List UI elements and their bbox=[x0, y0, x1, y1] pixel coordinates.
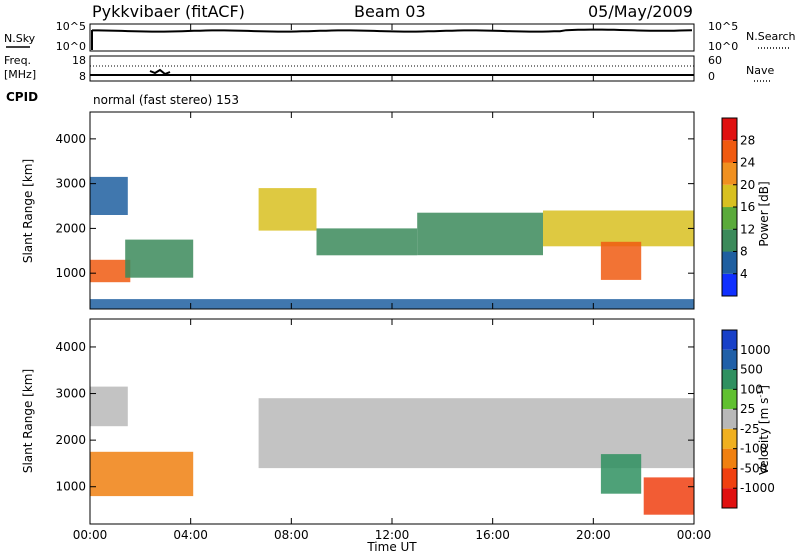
freq-label: Freq. bbox=[4, 54, 31, 67]
velocity-ytick-label-2: 3000 bbox=[55, 387, 86, 401]
velocity-colorbar-swatch-6 bbox=[722, 448, 737, 469]
noise-sky-label: N.Sky bbox=[4, 32, 36, 45]
velocity-region-4 bbox=[643, 477, 694, 515]
power-colorbar-label-3: 16 bbox=[740, 200, 755, 214]
velocity-region-1 bbox=[90, 451, 194, 497]
nave-label: Nave bbox=[746, 64, 774, 77]
power-region-6 bbox=[543, 210, 694, 247]
x-axis-label: Time UT bbox=[366, 540, 417, 554]
freq-excursion bbox=[149, 68, 171, 76]
freq-tick-right-bottom: 0 bbox=[708, 70, 715, 83]
power-colorbar-swatch-1 bbox=[722, 251, 737, 274]
velocity-region-0 bbox=[90, 386, 128, 427]
power-colorbar-label: Power [dB] bbox=[757, 181, 771, 246]
freq-tick-left-bottom: 8 bbox=[79, 70, 86, 83]
xtick-label-6: 00:00 bbox=[677, 528, 712, 542]
power-ytick-label-1: 2000 bbox=[55, 221, 86, 235]
power-y-ticks: 1000 2000 3000 4000 bbox=[55, 132, 694, 280]
noise-tick-left-bottom: 10^0 bbox=[56, 40, 86, 53]
velocity-colorbar-swatch-2 bbox=[722, 369, 737, 390]
date-title: 05/May/2009 bbox=[588, 2, 693, 21]
velocity-colorbar-label-6: -500 bbox=[740, 461, 767, 475]
velocity-colorbar-frame bbox=[721, 329, 738, 509]
freq-unit: [MHz] bbox=[4, 68, 36, 81]
velocity-heatmap bbox=[90, 386, 694, 515]
power-colorbar-swatch-6 bbox=[722, 140, 737, 163]
freq-tick-right-top: 60 bbox=[708, 54, 722, 67]
velocity-colorbar-swatch-1 bbox=[722, 349, 737, 370]
power-region-1 bbox=[90, 259, 131, 283]
velocity-colorbar-label-3: 25 bbox=[740, 402, 755, 416]
power-colorbar-swatch-2 bbox=[722, 229, 737, 252]
velocity-colorbar-swatch-8 bbox=[722, 488, 737, 508]
power-colorbar-label-6: 28 bbox=[740, 133, 755, 147]
velocity-colorbar-swatch-7 bbox=[722, 468, 737, 489]
velocity-colorbar-label-0: 1000 bbox=[740, 343, 771, 357]
velocity-colorbar-label-main: Velocity [m s bbox=[757, 398, 771, 475]
xtick-label-4: 16:00 bbox=[475, 528, 510, 542]
velocity-ytick-label-0: 1000 bbox=[55, 480, 86, 494]
power-y-axis-label: Slant Range [km] bbox=[21, 159, 35, 263]
cpid-value: normal (fast stereo) 153 bbox=[93, 93, 239, 107]
power-heatmap bbox=[90, 176, 694, 309]
power-colorbar-swatch-3 bbox=[722, 207, 737, 230]
noise-search-label: N.Search bbox=[746, 30, 796, 43]
velocity-colorbar-swatch-0 bbox=[722, 330, 737, 350]
velocity-y-ticks: 1000 2000 3000 4000 bbox=[55, 340, 694, 494]
noise-tick-left-top: 10^5 bbox=[56, 20, 86, 33]
station-title: Pykkvibaer (fitACF) bbox=[92, 2, 245, 21]
freq-tick-left-top: 18 bbox=[72, 54, 86, 67]
power-region-7 bbox=[600, 241, 642, 280]
velocity-colorbar-swatch-3 bbox=[722, 389, 737, 410]
velocity-colorbar-swatch-4 bbox=[722, 409, 737, 429]
power-region-4 bbox=[316, 228, 418, 256]
xtick-label-1: 04:00 bbox=[173, 528, 208, 542]
power-colorbar-label-2: 12 bbox=[740, 222, 755, 236]
power-ytick-label-2: 3000 bbox=[55, 177, 86, 191]
power-region-5 bbox=[417, 212, 543, 256]
power-ytick-label-3: 4000 bbox=[55, 132, 86, 146]
power-colorbar-label-5: 24 bbox=[740, 156, 755, 170]
power-region-0 bbox=[90, 176, 128, 215]
velocity-ytick-label-1: 2000 bbox=[55, 433, 86, 447]
velocity-region-3 bbox=[600, 454, 642, 494]
power-region-2 bbox=[125, 239, 194, 278]
noise-tick-right-top: 10^5 bbox=[708, 20, 738, 33]
velocity-y-axis-label: Slant Range [km] bbox=[21, 369, 35, 473]
velocity-colorbar-label-1: 500 bbox=[740, 363, 763, 377]
velocity-colorbar-label-5: -100 bbox=[740, 442, 767, 456]
velocity-colorbar-label-end: ] bbox=[757, 385, 771, 390]
velocity-colorbar: 1000 500 100 25 -25 -100 -500 -1000 bbox=[721, 329, 775, 509]
power-colorbar-swatch-4 bbox=[722, 184, 737, 208]
power-colorbar: 4 8 12 16 20 24 28 bbox=[721, 117, 755, 297]
velocity-colorbar-swatch-5 bbox=[722, 428, 737, 449]
velocity-colorbar-label-7: -1000 bbox=[740, 481, 775, 495]
power-colorbar-swatch-5 bbox=[722, 162, 737, 185]
velocity-colorbar-label-4: -25 bbox=[740, 422, 760, 436]
power-region-3 bbox=[258, 188, 317, 231]
beam-title: Beam 03 bbox=[354, 2, 426, 21]
velocity-colorbar-label-2: 100 bbox=[740, 382, 763, 396]
power-ytick-label-0: 1000 bbox=[55, 266, 86, 280]
noise-tick-right-bottom: 10^0 bbox=[708, 40, 738, 53]
x-axis: 00:00 04:00 08:00 12:00 16:00 20:00 00:00 bbox=[73, 24, 712, 542]
xtick-label-2: 08:00 bbox=[274, 528, 309, 542]
velocity-ytick-label-3: 4000 bbox=[55, 340, 86, 354]
power-colorbar-label-4: 20 bbox=[740, 178, 755, 192]
cpid-label: CPID bbox=[6, 90, 38, 104]
power-colorbar-swatch-7 bbox=[722, 118, 737, 141]
noise-sky-line bbox=[92, 28, 693, 33]
power-colorbar-swatch-0 bbox=[722, 273, 737, 297]
power-colorbar-label-1: 8 bbox=[740, 245, 748, 259]
velocity-colorbar-label: Velocity [m s-1] bbox=[756, 385, 771, 475]
power-colorbar-label-0: 4 bbox=[740, 267, 748, 281]
xtick-label-3: 12:00 bbox=[375, 528, 410, 542]
xtick-label-0: 00:00 bbox=[73, 528, 108, 542]
xtick-label-5: 20:00 bbox=[576, 528, 611, 542]
velocity-colorbar-label-sup: -1 bbox=[756, 390, 765, 398]
